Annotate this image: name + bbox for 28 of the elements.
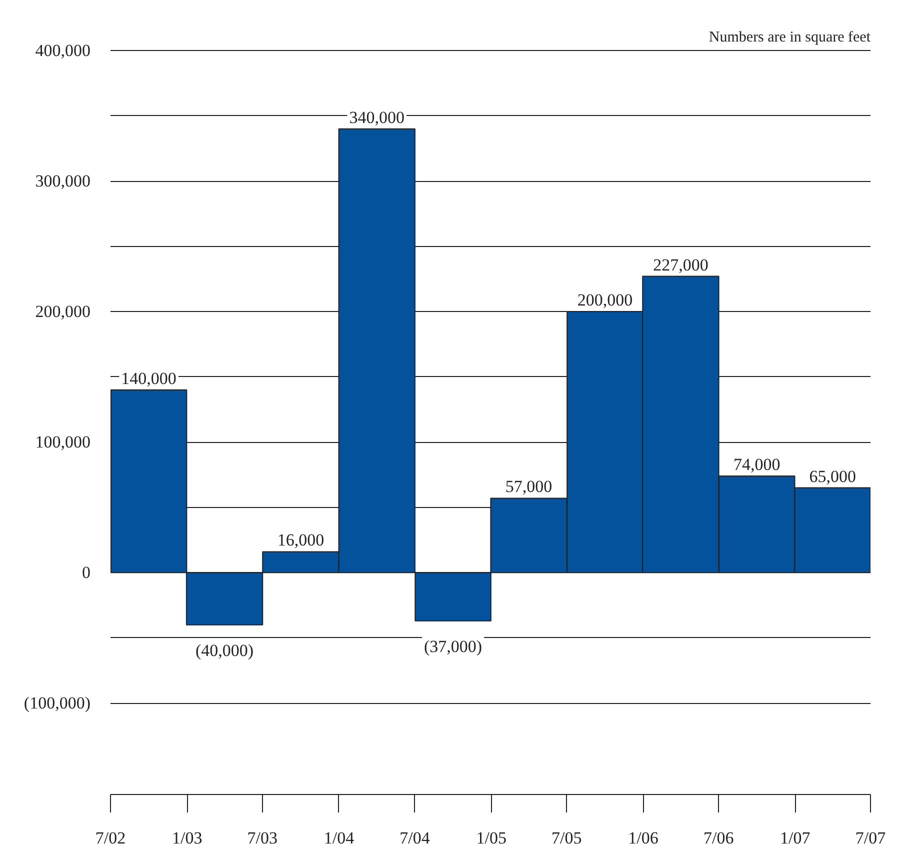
x-tick-label: 1/07 — [780, 828, 811, 848]
data-label: 57,000 — [505, 477, 552, 496]
data-label: 340,000 — [349, 108, 404, 127]
y-tick-label: (100,000) — [24, 694, 91, 713]
y-tick-label: 100,000 — [35, 432, 90, 452]
x-tick-label: 1/04 — [324, 828, 355, 848]
x-tick-label: 7/03 — [247, 828, 278, 848]
x-tick-label: 7/06 — [703, 828, 734, 848]
data-label: (37,000) — [424, 636, 482, 656]
data-label: (40,000) — [196, 640, 254, 660]
data-label: 74,000 — [734, 455, 780, 474]
x-tick-label: 7/02 — [95, 828, 126, 848]
y-tick-label: 300,000 — [35, 172, 90, 191]
x-tick-label: 7/07 — [855, 828, 886, 848]
y-tick-label: 0 — [82, 563, 90, 582]
text: Numbers are in square feet — [708, 30, 872, 46]
x-tick-label: 1/05 — [476, 828, 506, 848]
y-tick-label: 200,000 — [35, 302, 90, 322]
x-tick-label: 7/04 — [400, 828, 430, 848]
x-tick-label: 7/05 — [552, 828, 582, 848]
x-tick-label: 1/03 — [172, 828, 202, 848]
data-label: 65,000 — [809, 466, 856, 486]
y-tick-label: 400,000 — [35, 41, 90, 60]
data-label: 140,000 — [121, 368, 176, 388]
data-label: 16,000 — [277, 530, 324, 550]
data-label: 200,000 — [577, 290, 633, 310]
data-label: 227,000 — [653, 255, 708, 274]
x-tick-label: 1/06 — [628, 828, 658, 848]
